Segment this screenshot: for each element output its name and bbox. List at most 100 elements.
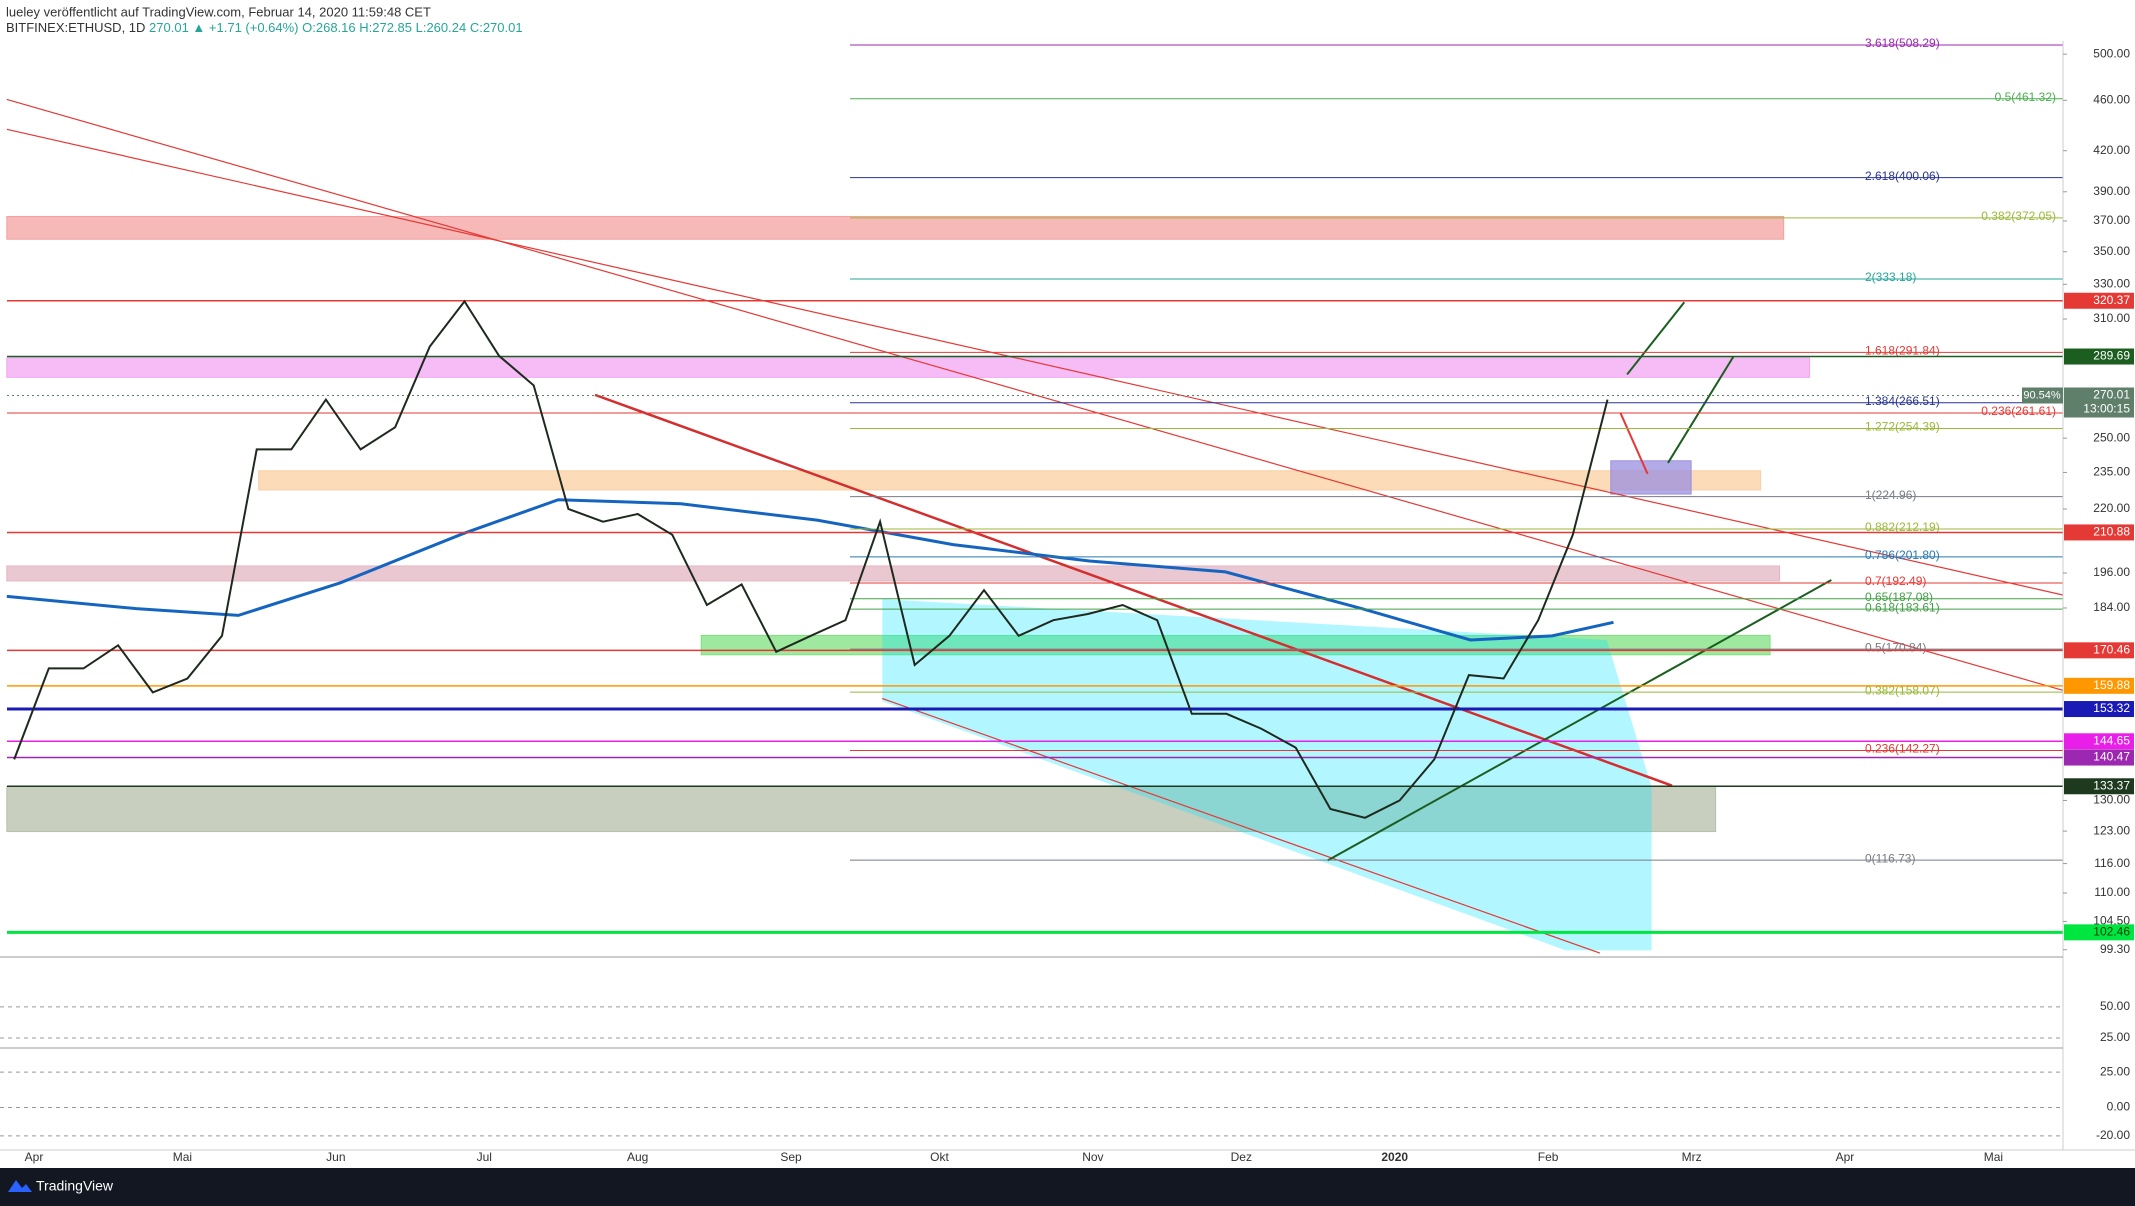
price-badge-label: 289.69 — [2093, 349, 2130, 363]
x-tick-label: 2020 — [1381, 1150, 1408, 1164]
price-badge — [2064, 701, 2134, 718]
fib-label: 0.5(461.32) — [1995, 90, 2056, 104]
zone — [1610, 460, 1692, 495]
y-tick-label: 330.00 — [2093, 277, 2130, 291]
fib-label: 0.382(372.05) — [1981, 209, 2056, 223]
price-badge-label: 210.88 — [2093, 525, 2130, 539]
last-price-label: 270.01 — [2093, 388, 2130, 402]
brand: TradingView — [36, 1178, 114, 1194]
drawings — [6, 98, 2063, 954]
price-badge — [2064, 733, 2134, 750]
ohlc: O:268.16 H:272.85 L:260.24 C:270.01 — [302, 20, 522, 35]
x-tick-label: Dez — [1231, 1150, 1252, 1164]
y-tick-label: 123.00 — [2093, 823, 2130, 837]
y-tick-label: 99.30 — [2100, 942, 2130, 956]
trend-line — [1667, 356, 1735, 464]
x-tick-label: Feb — [1538, 1150, 1559, 1164]
footer-bar — [0, 1168, 2135, 1206]
x-tick-label: Jun — [326, 1150, 345, 1164]
y-tick-label: 235.00 — [2093, 465, 2130, 479]
fib-label: 2(333.18) — [1865, 270, 1916, 284]
x-tick-label: Mai — [173, 1150, 192, 1164]
price-badge-label: 320.37 — [2093, 293, 2130, 307]
zone — [6, 215, 1785, 240]
symbol-line: BITFINEX:ETHUSD, 1D 270.01 ▲ +1.71 (+0.6… — [6, 20, 523, 35]
y-tick-label: 420.00 — [2093, 143, 2130, 157]
y-tick-label: 310.00 — [2093, 311, 2130, 325]
price-badge — [2064, 677, 2134, 694]
zone — [258, 470, 1762, 491]
fib-label: 0(116.73) — [1865, 851, 1915, 865]
fib-label: 1.384(266.51) — [1865, 394, 1940, 408]
y-tick-label: 220.00 — [2093, 501, 2130, 515]
x-tick-label: Okt — [930, 1150, 949, 1164]
x-tick-label: Apr — [1836, 1150, 1855, 1164]
axes: 500.00 460.00 420.00 390.00 370.00 350.00 330.… — [0, 41, 2135, 1164]
price-badge — [2064, 524, 2134, 541]
x-tick-label: Nov — [1082, 1150, 1103, 1164]
moving-average — [6, 498, 1614, 642]
x-tick-label: Aug — [627, 1150, 648, 1164]
change-label: 90.54% — [2023, 389, 2061, 401]
levels: 3.618(508.29) 0.5(461.32) 2.618(400.06) 0.3… — [7, 36, 2063, 934]
change-badge — [2022, 387, 2063, 404]
y-tick-label: 460.00 — [2093, 93, 2130, 107]
fib-label: 1.618(291.84) — [1865, 344, 1940, 358]
y-tick-label: 390.00 — [2093, 184, 2130, 198]
price-badge — [2064, 778, 2134, 795]
price-badge-label: 102.46 — [2093, 925, 2130, 939]
fib-label: 0.618(183.61) — [1865, 600, 1940, 614]
y-tick-label: 250.00 — [2093, 430, 2130, 444]
y-tick-label: 184.00 — [2093, 600, 2130, 614]
price-badge-label: 140.47 — [2093, 750, 2130, 764]
fib-label: 0.5(170.84) — [1865, 640, 1926, 654]
fib-label: 3.618(508.29) — [1865, 36, 1940, 50]
symbol: BITFINEX:ETHUSD, 1D — [6, 20, 145, 35]
price-badge-label: 159.88 — [2093, 678, 2130, 692]
fib-label: 1(224.96) — [1865, 488, 1916, 502]
y-tick-label: 110.00 — [2094, 885, 2130, 899]
x-tick-label: Apr — [25, 1150, 44, 1164]
series — [13, 299, 1609, 819]
x-tick-label: Sep — [780, 1150, 802, 1164]
fib-label: 0.882(212.19) — [1865, 520, 1940, 534]
logo — [8, 1180, 32, 1192]
price-line — [13, 299, 1609, 819]
y-tick-label: 196.00 — [2093, 565, 2130, 579]
x-tick-label: Mai — [1984, 1150, 2003, 1164]
y-tick-label: 104.50 — [2093, 914, 2130, 928]
fib-label: 0.786(201.80) — [1865, 548, 1940, 562]
trend-line — [1619, 412, 1649, 475]
last-price-badge — [2064, 387, 2134, 418]
trend-line — [1327, 579, 1832, 862]
price-badge — [2064, 348, 2134, 365]
price-badge — [2064, 924, 2134, 941]
y-tick-label: 350.00 — [2093, 244, 2130, 258]
y-tick-label: 370.00 — [2093, 213, 2130, 227]
fib-label: 0.65(187.08) — [1865, 590, 1933, 604]
price-badge — [2064, 749, 2134, 766]
y-tick-label: 116.00 — [2094, 856, 2130, 870]
trend-line — [1626, 301, 1686, 376]
fib-label: 2.618(400.06) — [1865, 169, 1940, 183]
y-tick-label: 500.00 — [2093, 46, 2130, 60]
trend-line — [6, 98, 2063, 691]
price-badge-label: 170.46 — [2093, 643, 2130, 657]
price-badge — [2064, 642, 2134, 659]
fib-label: 0.382(158.07) — [1865, 683, 1940, 697]
trend-line — [6, 128, 2063, 596]
macd-tick-label: -20.00 — [2096, 1128, 2130, 1142]
author-line: lueley veröffentlicht auf TradingView.co… — [6, 4, 431, 19]
price-badge-label: 133.37 — [2093, 778, 2130, 792]
fib-label: 0.236(142.27) — [1865, 742, 1940, 756]
trend-line — [594, 393, 1673, 787]
countdown-label: 13:00:15 — [2083, 402, 2130, 416]
price-badge — [2064, 292, 2134, 309]
fib-label: 0.7(192.49) — [1865, 574, 1926, 588]
y-tick-label: 130.00 — [2093, 793, 2130, 807]
quote: 270.01 ▲ +1.71 (+0.64%) — [149, 20, 298, 35]
x-tick-label: Mrz — [1682, 1150, 1702, 1164]
x-tick-label: Jul — [477, 1150, 492, 1164]
fib-label: 0.236(261.61) — [1981, 404, 2056, 418]
